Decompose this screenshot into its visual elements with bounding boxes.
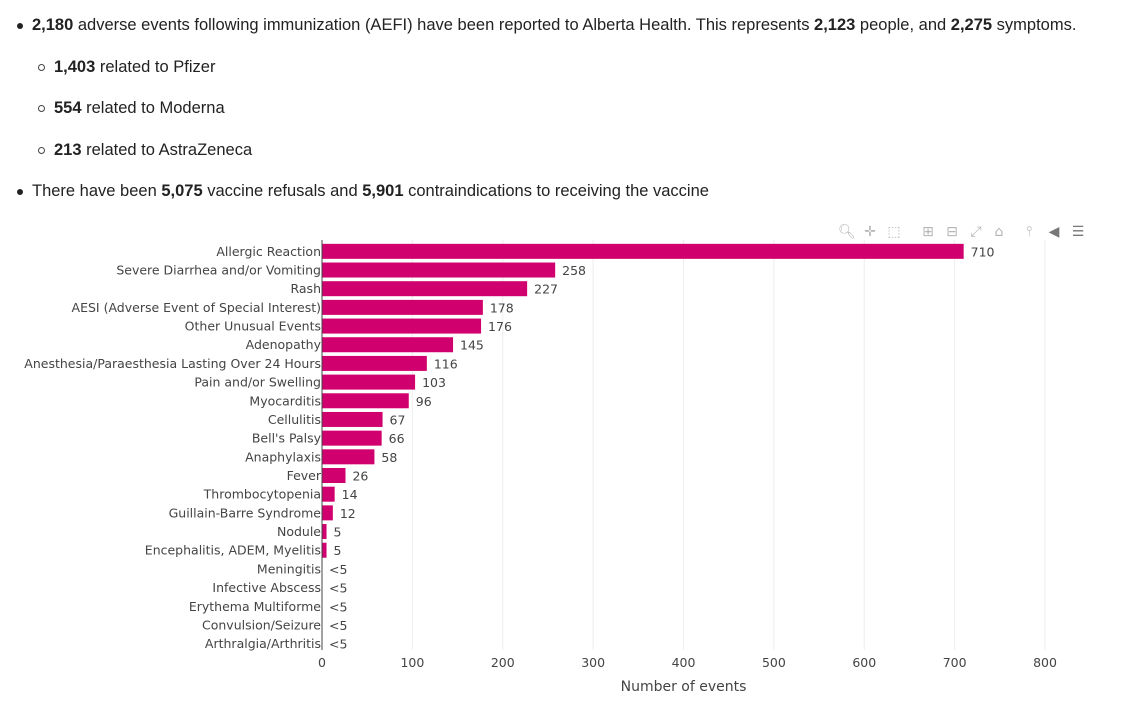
hover-compare-icon[interactable]: ☰ [1071,224,1085,240]
bar [322,449,375,465]
category-label: Allergic Reaction [216,244,321,259]
bar [322,374,416,390]
value-label: 66 [389,431,405,446]
refusals-line: There have been 5,075 vaccine refusals a… [32,182,709,200]
x-tick-label: 300 [581,655,605,670]
category-label: Meningitis [257,561,321,576]
category-label: Encephalitis, ADEM, Myelitis [145,543,321,558]
value-label: 227 [534,282,558,297]
value-label: <5 [329,599,347,614]
sub-bullet-circle [38,105,45,112]
zoom-in-icon[interactable]: ⊞ [922,224,934,240]
category-label: Other Unusual Events [185,319,321,334]
bar [322,430,382,446]
bar [322,281,528,297]
pfizer-line: 1,403 related to Pfizer [54,58,216,76]
category-label: Cellulitis [268,412,321,427]
value-label: 176 [488,319,512,334]
bar [322,318,482,334]
x-tick-label: 400 [672,655,696,670]
category-label: Infective Abscess [212,580,321,595]
autoscale-icon[interactable]: ⤢ [970,224,982,240]
category-label: Severe Diarrhea and/or Vomiting [116,263,321,278]
moderna-line: 554 related to Moderna [54,99,225,117]
category-label: Rash [290,281,321,296]
x-axis-title: Number of events [621,679,747,695]
value-label: 58 [381,450,397,465]
x-tick-label: 700 [943,655,967,670]
value-label: 116 [434,356,458,371]
bar [322,542,327,558]
x-tick-label: 100 [400,655,424,670]
category-label: Bell's Palsy [252,431,322,446]
astrazeneca-line: 213 related to AstraZeneca [54,141,253,159]
bullet-dot [17,23,23,29]
bar [322,505,333,521]
value-label: 103 [422,375,446,390]
zoom-out-icon[interactable]: ⊟ [946,224,958,240]
value-label: 67 [390,412,406,427]
bar [322,337,454,353]
bar [322,411,383,427]
gridlines [411,240,1046,650]
value-label: <5 [329,562,347,577]
zoom-icon[interactable]: 🔍︎ [838,224,856,240]
x-tick-label: 200 [491,655,515,670]
category-label: Convulsion/Seizure [202,617,321,632]
sub-bullet-circle [38,147,45,154]
pan-icon[interactable]: ✛ [864,224,876,240]
bar [322,243,964,259]
value-label: <5 [329,618,347,633]
bar [322,393,409,409]
category-label: Thrombocytopenia [203,487,321,502]
hover-closest-icon[interactable]: ◀ [1048,224,1060,240]
value-label: 258 [562,263,586,278]
bar [322,524,327,540]
value-label: 96 [416,394,432,409]
bullet-dot [17,189,23,195]
value-label: 710 [971,244,995,259]
category-label: Anaphylaxis [245,449,321,464]
category-label: AESI (Adverse Event of Special Interest) [72,300,321,315]
bar [322,486,335,502]
x-tick-label: 500 [762,655,786,670]
category-label: Erythema Multiforme [189,599,321,614]
x-tick-label: 0 [318,655,326,670]
category-label: Guillain-Barre Syndrome [169,505,322,520]
bar-chart: Allergic Reaction Severe Diarrhea and/or … [24,240,1057,695]
bar [322,299,483,315]
category-label: Nodule [277,524,321,539]
value-label: 12 [340,506,356,521]
value-label: <5 [329,637,347,652]
value-label: 26 [352,469,368,484]
spike-lines-icon[interactable]: ⫯ [1025,224,1033,240]
value-label: 178 [490,300,514,315]
box-select-icon[interactable]: ⬚ [887,224,901,240]
category-label: Adenopathy [246,337,322,352]
category-label: Myocarditis [249,393,321,408]
value-label: 5 [334,525,342,540]
category-label: Anesthesia/Paraesthesia Lasting Over 24 … [24,356,321,371]
reset-axes-icon[interactable]: ⌂ [994,224,1004,240]
value-label: 5 [334,543,342,558]
bar [322,262,556,278]
bar [322,355,427,371]
category-labels: Allergic Reaction Severe Diarrhea and/or … [24,244,322,651]
x-tick-labels: 0 100 200 300 400 500 600 700 800 [318,655,1057,670]
sub-bullet-circle [38,64,45,71]
bars [322,243,964,558]
summary-aefi-line: 2,180 adverse events following immunizat… [32,16,1077,34]
value-label: 145 [460,338,484,353]
value-label: 14 [342,487,358,502]
x-tick-label: 800 [1033,655,1057,670]
bar [322,468,346,483]
value-label: <5 [329,581,347,596]
category-label: Fever [287,468,322,483]
x-tick-label: 600 [852,655,876,670]
category-label: Arthralgia/Arthritis [205,636,321,651]
category-label: Pain and/or Swelling [194,375,321,390]
